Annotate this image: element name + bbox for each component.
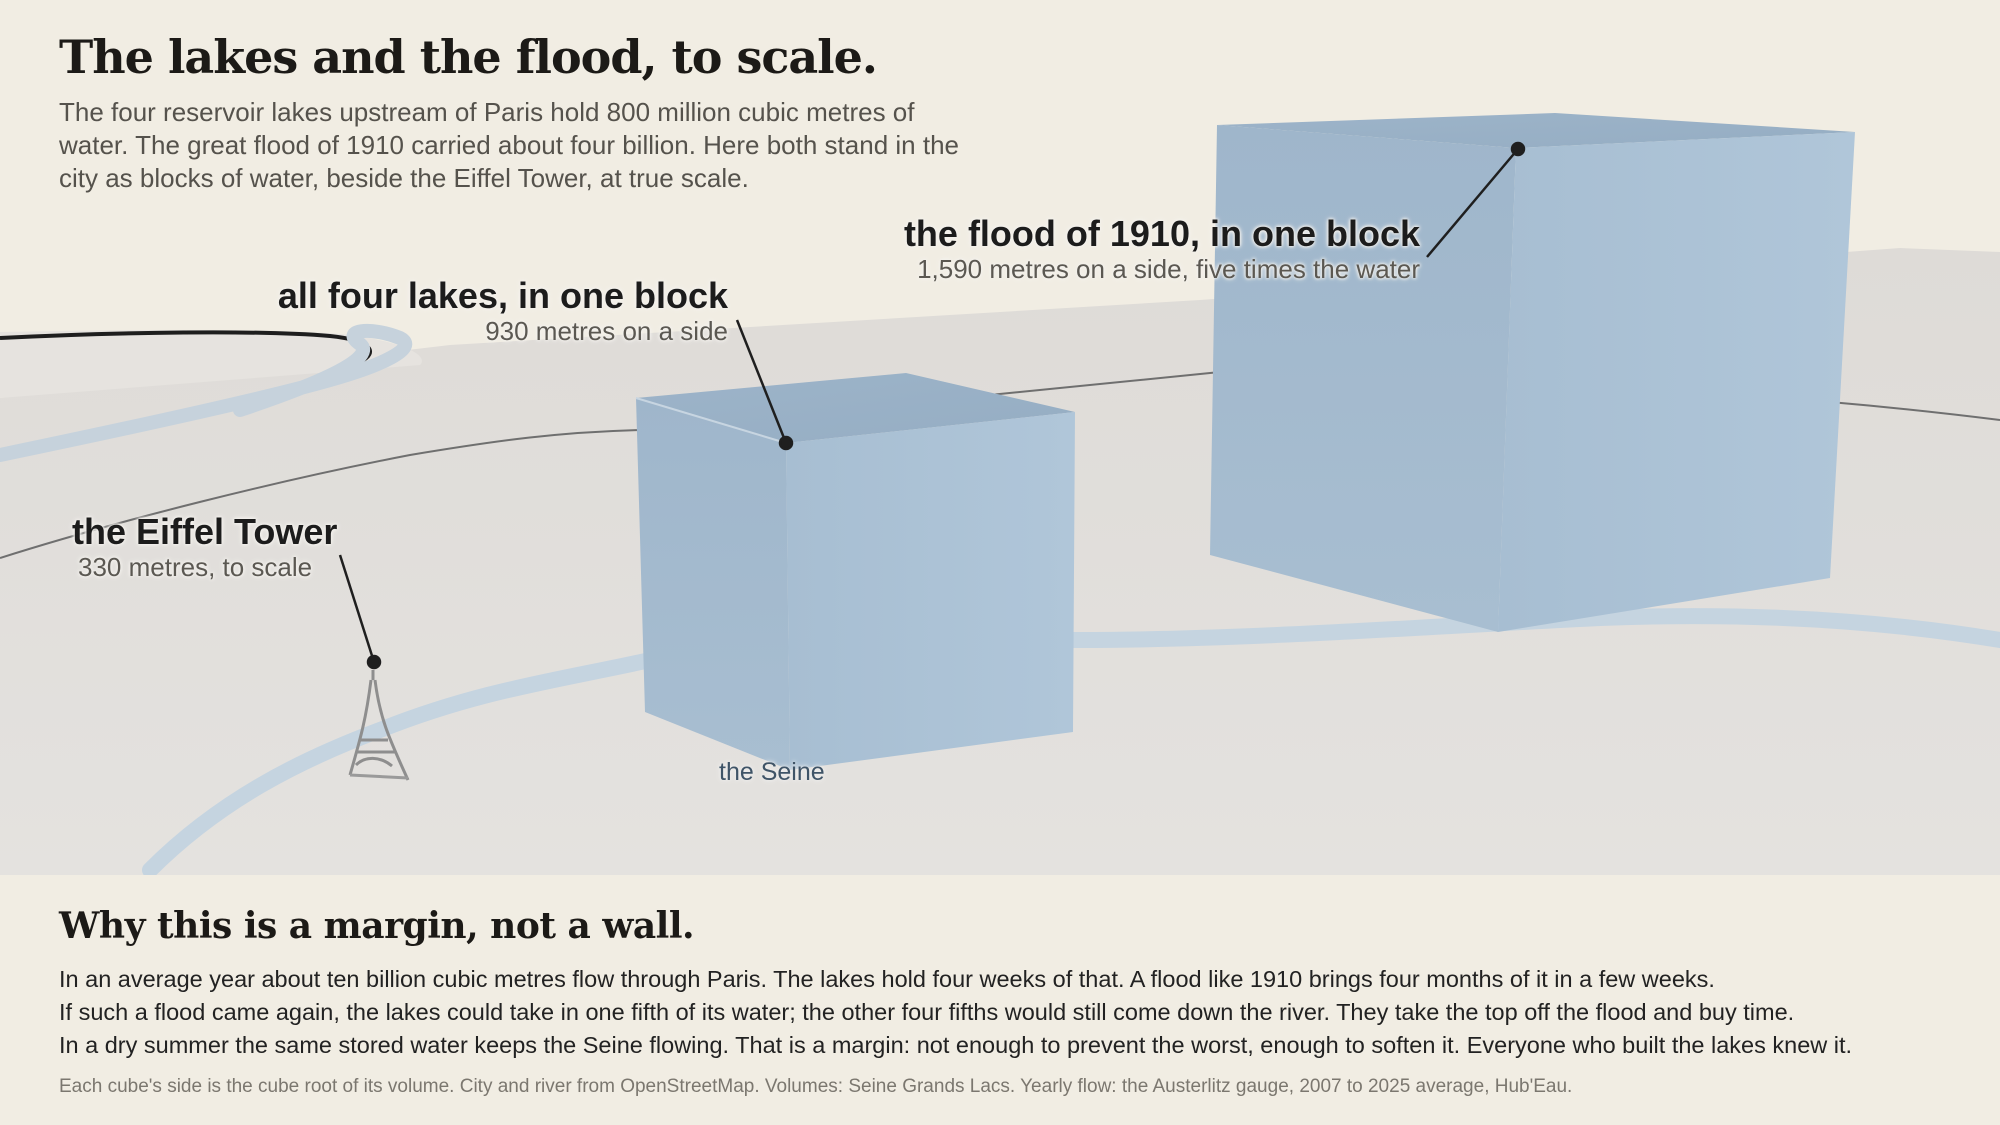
distant-river — [0, 323, 413, 462]
flood-label: the flood of 1910, in one block 1,590 me… — [903, 213, 1420, 285]
scale-scene — [0, 113, 2000, 875]
eiffel-label-sub: 330 metres, to scale — [78, 552, 313, 582]
scene-illustration — [0, 113, 2000, 875]
footer-line: In an average year about ten billion cub… — [59, 966, 1715, 992]
header: The lakes and the flood, to scale. The f… — [59, 30, 989, 195]
annotation-leaders — [338, 141, 1526, 670]
flood-cube-left — [1210, 125, 1516, 632]
flood-cube-top — [1217, 113, 1855, 148]
lakes-cube-right — [786, 412, 1075, 770]
footer-line: If such a flood came again, the lakes co… — [59, 999, 1795, 1025]
flood-label-title: the flood of 1910, in one block — [903, 213, 1420, 254]
seine-label: the Seine — [719, 758, 825, 786]
district-line — [0, 371, 1221, 559]
lakes-label: all four lakes, in one block 930 metres … — [277, 275, 728, 347]
eiffel-label: the Eiffel Tower 330 metres, to scale — [72, 511, 338, 583]
eiffel-tower-icon — [348, 670, 410, 781]
footer-line: In a dry summer the same stored water ke… — [59, 1032, 1853, 1058]
lakes-label-title: all four lakes, in one block — [277, 275, 728, 316]
eiffel-label-title: the Eiffel Tower — [72, 511, 338, 552]
flood-label-sub: 1,590 metres on a side, five times the w… — [917, 254, 1420, 284]
flood-cube-right — [1498, 132, 1855, 632]
district-line-right — [1829, 401, 2000, 421]
lakes-cube — [635, 373, 1075, 770]
intro-text: The four reservoir lakes upstream of Par… — [59, 97, 959, 193]
source-note: Each cube's side is the cube root of its… — [59, 1076, 1573, 1097]
page-title: The lakes and the flood, to scale. — [59, 30, 878, 84]
far-ground — [0, 330, 422, 398]
lakes-label-sub: 930 metres on a side — [485, 316, 728, 346]
lakes-cube-top — [636, 373, 1075, 443]
lakes-cube-left — [636, 398, 790, 770]
footer: Why this is a margin, not a wall. In an … — [59, 905, 1989, 1100]
flood-cube — [1210, 113, 1855, 632]
footer-heading: Why this is a margin, not a wall. — [59, 905, 695, 947]
